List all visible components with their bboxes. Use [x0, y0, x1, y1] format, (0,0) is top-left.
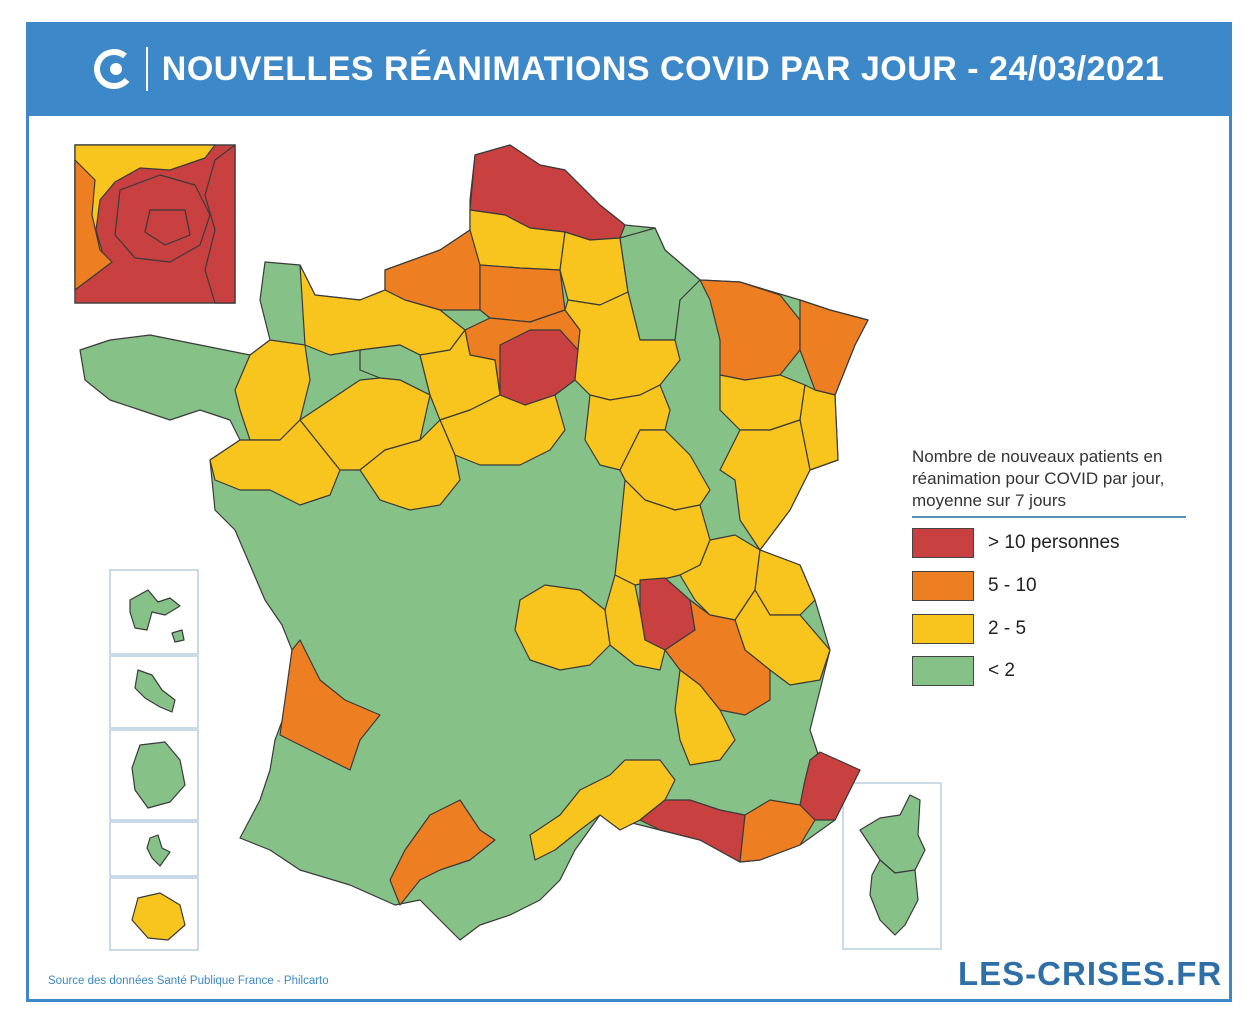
- legend-item-low: 2 - 5: [912, 614, 1026, 644]
- legend-swatch-red: [912, 528, 974, 558]
- legend-item-high: > 10 personnes: [912, 528, 1120, 558]
- legend-swatch-orange: [912, 571, 974, 601]
- source-credit: Source des données Santé Publique France…: [48, 975, 329, 987]
- header-separator: [145, 47, 148, 91]
- legend-swatch-green: [912, 656, 974, 686]
- corsica-inset: [842, 782, 942, 950]
- header-banner: NOUVELLES RÉANIMATIONS COVID PAR JOUR - …: [26, 22, 1232, 116]
- legend-label: 5 - 10: [988, 575, 1037, 596]
- page-title: NOUVELLES RÉANIMATIONS COVID PAR JOUR - …: [161, 49, 1165, 88]
- legend-label: > 10 personnes: [988, 532, 1120, 553]
- les-crises-logo-icon: [93, 49, 134, 89]
- legend-item-mid: 5 - 10: [912, 571, 1037, 601]
- legend-label: < 2: [988, 660, 1015, 681]
- overseas-insets: [109, 569, 199, 951]
- legend-title: Nombre de nouveaux patients en réanimati…: [912, 447, 1165, 510]
- legend-item-minimal: < 2: [912, 656, 1015, 686]
- mainland-france: [79, 144, 869, 941]
- legend-label: 2 - 5: [988, 618, 1027, 639]
- paris-inset: [74, 144, 236, 304]
- legend-swatch-yellow: [912, 614, 974, 644]
- legend-divider: [912, 516, 1186, 518]
- brand-wordmark: LES-CRISES.FR: [958, 955, 1223, 992]
